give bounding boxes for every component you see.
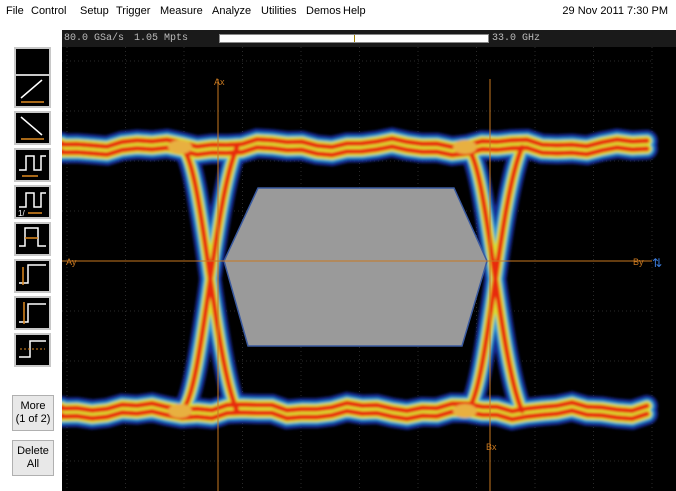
menu-utilities[interactable]: Utilities xyxy=(261,5,297,17)
scope-display: 80.0 GSa/s 1.05 Mpts 33.0 GHz Ax Ay Bx B… xyxy=(62,30,676,491)
bandwidth: 33.0 GHz xyxy=(492,33,541,44)
memory-depth: 1.05 Mpts xyxy=(134,33,189,44)
more-button-label: More xyxy=(20,400,46,412)
memory-bar[interactable] xyxy=(219,34,489,43)
more-button[interactable]: More (1 of 2) xyxy=(12,395,54,431)
eye-trace-path xyxy=(62,143,650,158)
rise-time-button[interactable] xyxy=(14,74,51,108)
rise-level-icon xyxy=(19,340,46,358)
eye-trace-path xyxy=(177,144,240,414)
eye-diagram-plot: Ax Ay Bx By ⇅ xyxy=(62,47,662,491)
menu-measure[interactable]: Measure xyxy=(160,5,203,17)
eye-trace-path xyxy=(177,144,240,414)
top-level-button[interactable] xyxy=(14,296,51,330)
eye-trace-crossing xyxy=(453,140,477,154)
measurement-toolbar: 1/ More (1 of 2) Delete All xyxy=(0,22,62,491)
acquisition-status-bar: 80.0 GSa/s 1.05 Mpts 33.0 GHz xyxy=(62,30,676,47)
positive-width-button[interactable] xyxy=(14,222,51,256)
period-button[interactable] xyxy=(14,148,51,182)
run-stop-button[interactable] xyxy=(14,47,51,79)
rise-level-button[interactable] xyxy=(14,333,51,367)
marker-ay-label: Ay xyxy=(66,257,77,267)
marker-bx-label: Bx xyxy=(486,442,497,452)
marker-ax-label: Ax xyxy=(214,77,225,87)
menu-setup[interactable]: Setup xyxy=(80,5,109,17)
top-level-icon xyxy=(19,302,46,324)
eye-trace-path xyxy=(462,144,525,414)
datetime: 29 Nov 2011 7:30 PM xyxy=(562,5,668,17)
menu-trigger[interactable]: Trigger xyxy=(116,5,151,17)
menu-demos[interactable]: Demos xyxy=(306,5,341,17)
frequency-button[interactable]: 1/ xyxy=(14,185,51,219)
positive-width-icon xyxy=(19,227,46,247)
eye-mask xyxy=(223,187,488,347)
memory-position-marker xyxy=(354,35,355,42)
marker-by-label: By xyxy=(633,257,644,267)
slope-up-time-icon xyxy=(20,79,44,103)
menu-file[interactable]: File xyxy=(6,5,24,17)
menu-bar: File Control Setup Trigger Measure Analy… xyxy=(0,0,676,22)
menu-analyze[interactable]: Analyze xyxy=(212,5,252,17)
eye-traces xyxy=(62,127,658,431)
eye-trace-path xyxy=(62,408,650,422)
channel-arrow-icon: ⇅ xyxy=(652,256,662,270)
eye-trace-path xyxy=(462,144,525,414)
menu-control[interactable]: Control xyxy=(31,5,67,17)
amplitude-icon xyxy=(19,264,46,285)
delete-all-button[interactable]: Delete All xyxy=(12,440,54,476)
menu-help[interactable]: Help xyxy=(343,5,366,17)
sample-rate: 80.0 GSa/s xyxy=(64,33,125,44)
fall-time-button[interactable] xyxy=(14,111,51,145)
slope-down-time-icon xyxy=(20,116,44,140)
amplitude-button[interactable] xyxy=(14,259,51,293)
more-button-page: (1 of 2) xyxy=(15,413,51,425)
eye-trace-crossing xyxy=(168,404,192,418)
period-icon xyxy=(19,155,46,177)
frequency-icon: 1/ xyxy=(18,192,46,217)
eye-trace-path xyxy=(62,400,650,414)
svg-text:1/: 1/ xyxy=(18,209,25,217)
eye-trace-crossing xyxy=(453,404,477,418)
delete-button-all: All xyxy=(26,458,40,470)
eye-trace-path xyxy=(62,135,650,150)
eye-trace-crossing xyxy=(168,140,192,154)
delete-button-label: Delete xyxy=(17,445,49,457)
